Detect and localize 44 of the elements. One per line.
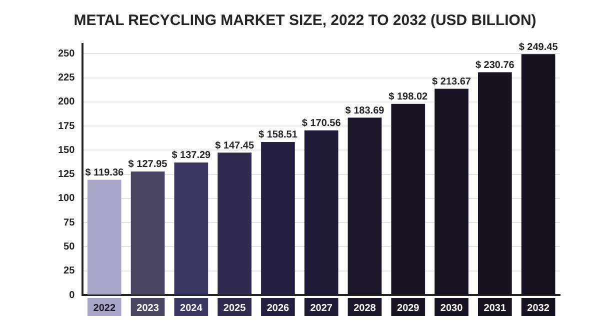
bar: [218, 152, 252, 294]
y-tick-label: 125: [58, 169, 76, 180]
data-label: $ 147.45: [215, 140, 254, 152]
y-tick-label: 225: [58, 72, 76, 84]
data-label: $ 127.95: [128, 159, 168, 170]
bar: [174, 162, 208, 294]
data-label: $ 249.45: [518, 42, 558, 53]
x-tick-label: 2030: [440, 302, 464, 314]
x-tick-label: 2032: [527, 302, 550, 314]
y-tick-label: 150: [58, 144, 76, 156]
y-tick-label: 175: [58, 120, 76, 132]
y-tick-label: 75: [64, 217, 76, 228]
chart-title: METAL RECYCLING MARKET SIZE, 2022 TO 2032 (USD BILLION): [74, 12, 536, 30]
data-label: $ 213.67: [432, 76, 472, 88]
data-label: $ 198.02: [388, 92, 428, 103]
data-label: $ 183.69: [345, 105, 385, 116]
x-tick-label: 2026: [266, 302, 290, 314]
data-label: $ 230.76: [475, 60, 515, 71]
bar: [521, 54, 556, 294]
y-tick-label: 200: [58, 96, 76, 108]
x-tick-label: 2028: [354, 302, 376, 314]
x-tick-label: 2025: [223, 302, 246, 314]
y-tick-label: 250: [58, 48, 76, 60]
x-tick-label: 2031: [484, 302, 506, 314]
bar: [130, 171, 165, 294]
y-tick-label: 25: [64, 266, 76, 277]
bar: [434, 88, 468, 294]
bar: [87, 180, 122, 294]
x-tick-label: 2023: [136, 302, 160, 314]
x-tick-label: 2029: [397, 302, 420, 314]
bar: [261, 142, 295, 294]
y-tick-label: 100: [58, 193, 76, 204]
data-label: $ 119.36: [85, 168, 124, 179]
y-tick-label: 0: [69, 290, 76, 301]
x-tick-label: 2022: [93, 302, 116, 314]
y-tick-label: 50: [64, 241, 76, 252]
bar: [478, 72, 512, 294]
x-tick-label: 2027: [310, 302, 333, 314]
x-tick-label: 2024: [180, 302, 203, 314]
bar: [304, 130, 338, 294]
data-label: $ 137.29: [172, 150, 212, 162]
data-label: $ 158.51: [258, 130, 298, 141]
bar: [391, 104, 426, 294]
data-label: $ 170.56: [302, 118, 342, 130]
